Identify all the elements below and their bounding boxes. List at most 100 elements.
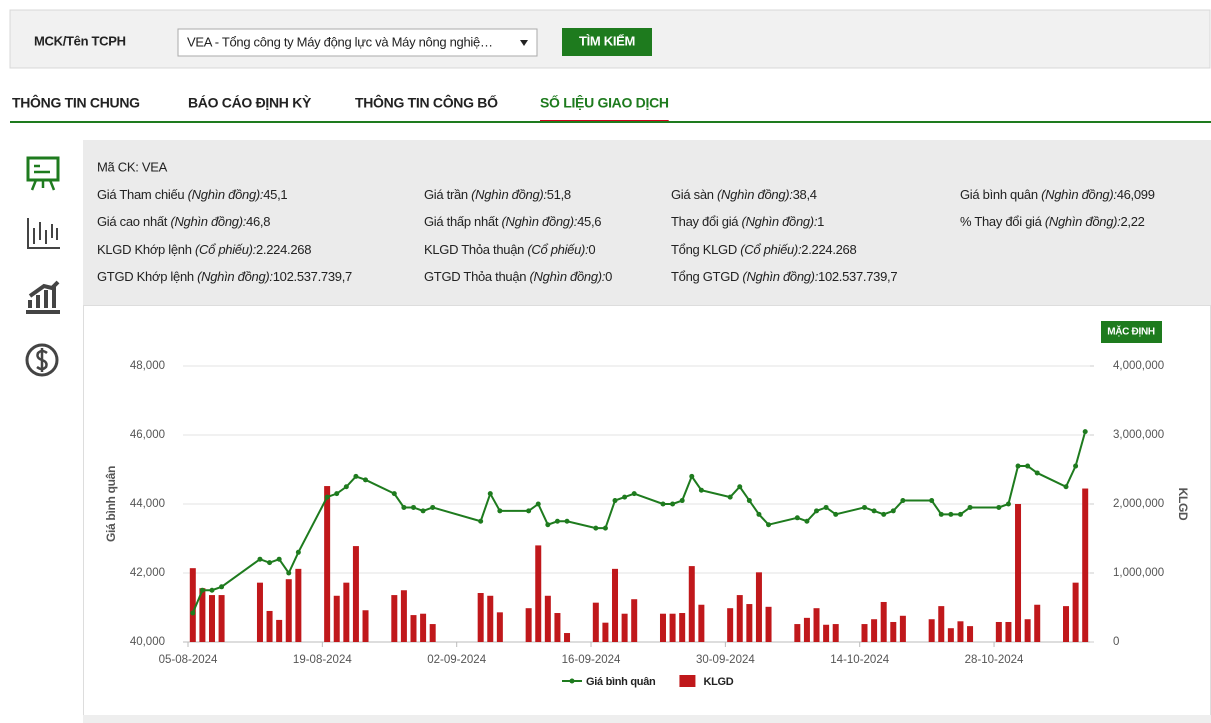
volume-bar (496, 612, 503, 642)
icon-candles[interactable] (27, 218, 60, 249)
field-label: KLGD Khớp lệnh (97, 242, 192, 257)
tab[interactable]: BÁO CÁO ĐỊNH KỲ (188, 94, 312, 111)
icon-bars[interactable] (26, 280, 60, 314)
price-point (938, 511, 944, 517)
price-point (564, 518, 570, 524)
price-point (286, 570, 292, 576)
price-point (660, 501, 666, 507)
price-point (900, 498, 906, 504)
chart-panel (83, 305, 1211, 716)
x-tick-label: 02-09-2024 (427, 654, 486, 666)
volume-bar (794, 624, 801, 642)
volume-bar (189, 568, 196, 642)
bottom-strip (83, 715, 1211, 723)
field-value: 2,22 (1120, 214, 1144, 229)
price-point (219, 584, 225, 590)
field-unit: (Nghìn đồng): (1041, 187, 1117, 202)
info-field: Thay đổi giá (Nghìn đồng):1 (671, 214, 824, 229)
volume-bar (276, 619, 283, 642)
volume-bar (1005, 621, 1012, 642)
field-unit: (Nghìn đồng): (1045, 214, 1121, 229)
field-label: Tổng GTGD (671, 269, 739, 284)
info-field: % Thay đổi giá (Nghìn đồng):2,22 (960, 214, 1145, 229)
icon-dollar[interactable] (25, 343, 59, 377)
info-field: KLGD Thỏa thuận (Cổ phiếu):0 (424, 242, 595, 257)
price-point (554, 518, 560, 524)
price-point (756, 511, 762, 517)
price-point (343, 484, 349, 490)
price-point (1073, 463, 1079, 469)
volume-bar (736, 595, 743, 642)
field-value: 102.537.739,7 (273, 269, 352, 284)
volume-bar (947, 628, 954, 642)
reset-button[interactable] (1101, 321, 1162, 343)
field-value: 0 (588, 242, 595, 257)
field-value: 102.537.739,7 (818, 269, 897, 284)
volume-bar (832, 624, 839, 642)
field-unit: (Nghìn đồng): (530, 269, 606, 284)
volume-bar (544, 595, 551, 642)
field-value: 51,8 (547, 187, 571, 202)
volume-bar (746, 604, 753, 642)
price-point (1063, 484, 1069, 490)
volume-bar (995, 621, 1002, 642)
price-point (1082, 429, 1088, 435)
field-unit: (Cổ phiếu): (195, 242, 257, 257)
volume-bar (727, 608, 734, 642)
volume-bar (1024, 619, 1031, 642)
field-value: 45,6 (577, 214, 601, 229)
price-point (766, 522, 772, 528)
price-point (334, 491, 340, 497)
info-fields: Giá Tham chiếu (Nghìn đồng):45,1 Giá trần… (97, 187, 1155, 284)
legend-dot (569, 678, 575, 684)
field-value: 2.224.268 (256, 242, 311, 257)
volume-bar (343, 582, 350, 642)
field-value: 38,4 (793, 187, 817, 202)
x-tick-label: 14-10-2024 (830, 654, 889, 666)
volume-bar (1072, 582, 1079, 642)
tab[interactable]: SỐ LIỆU GIAO DỊCH (540, 94, 669, 111)
volume-bar (803, 617, 810, 642)
volume-bar (928, 619, 935, 642)
y2-tick-label: 2,000,000 (1113, 498, 1164, 510)
field-label: KLGD Thỏa thuận (424, 242, 524, 257)
price-point (209, 587, 215, 593)
info-title: Mã CK: VEA (97, 159, 168, 174)
price-point (804, 518, 810, 524)
info-field: Tổng GTGD (Nghìn đồng):102.537.739,7 (671, 269, 897, 284)
x-tick-label: 16-09-2024 (562, 654, 621, 666)
search-button[interactable] (562, 28, 652, 56)
volume-bar (535, 545, 542, 642)
price-point (890, 508, 896, 514)
tab[interactable]: THÔNG TIN CHUNG (12, 94, 140, 111)
volume-bar (333, 595, 340, 642)
volume-bar (823, 624, 830, 642)
volume-bar (813, 608, 820, 642)
info-field: KLGD Khớp lệnh (Cổ phiếu):2.224.268 (97, 242, 311, 257)
stock-select[interactable] (177, 28, 538, 57)
price-point (689, 473, 695, 479)
price-point (497, 508, 503, 514)
volume-bar (352, 546, 359, 642)
price-point (391, 491, 397, 497)
info-panel (83, 140, 1211, 305)
legend-label: KLGD (703, 676, 733, 688)
volume-bar (429, 624, 436, 642)
field-label: GTGD Khớp lệnh (97, 269, 194, 284)
price-point (478, 518, 484, 524)
x-tick-label: 28-10-2024 (965, 654, 1024, 666)
volume-bar (1034, 604, 1041, 642)
icon-board[interactable] (26, 156, 60, 182)
y2-tick-label: 3,000,000 (1113, 429, 1164, 441)
price-point (526, 508, 532, 514)
price-point (593, 525, 599, 531)
field-value: 46,099 (1117, 187, 1155, 202)
field-unit: (Cổ phiếu): (527, 242, 589, 257)
tab[interactable]: THÔNG TIN CÔNG BỐ (355, 94, 498, 111)
field-label: Tổng KLGD (671, 242, 737, 257)
x-tick-label: 19-08-2024 (293, 654, 352, 666)
price-point (727, 494, 733, 500)
price-point (929, 498, 935, 504)
price-point (833, 511, 839, 517)
y2-tick-label: 1,000,000 (1113, 567, 1164, 579)
